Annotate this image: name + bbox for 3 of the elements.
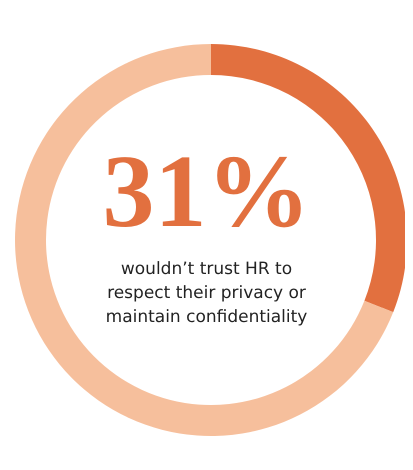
data-label: 31%: [102, 134, 310, 250]
text: wouldn’t trust HR to respect their privacy or maintain confidentiality: [104, 258, 308, 329]
donut-slice: [15, 44, 394, 436]
